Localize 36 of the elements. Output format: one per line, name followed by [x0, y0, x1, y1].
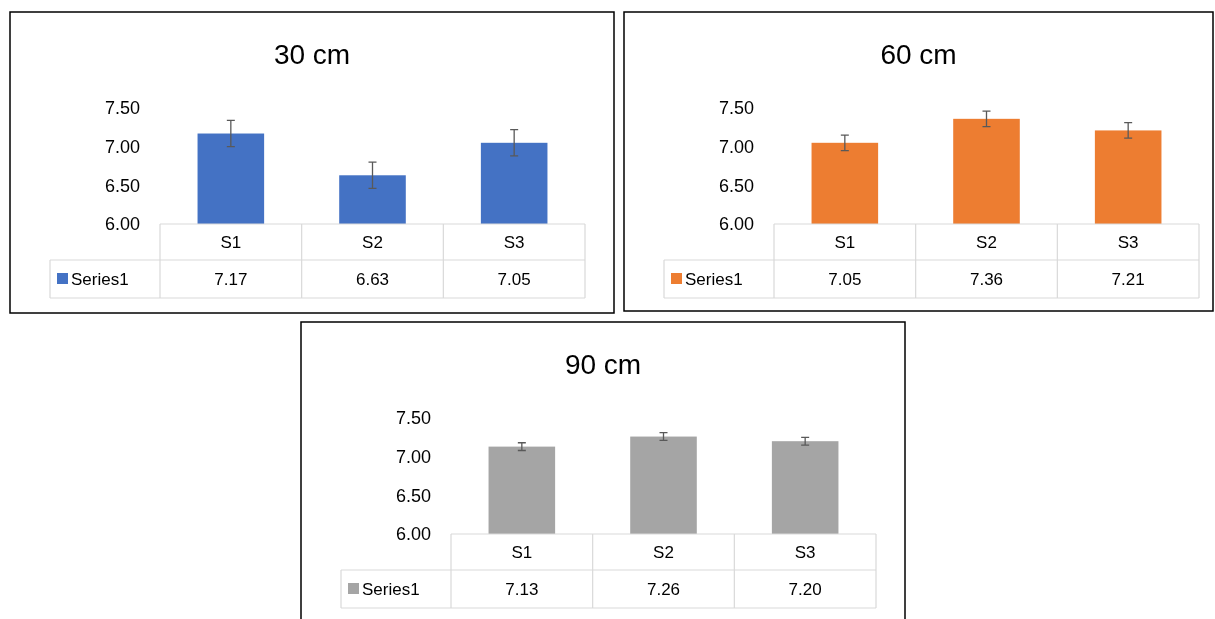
data-label: 7.05 [497, 269, 531, 289]
data-label: 7.13 [505, 579, 539, 599]
y-tick-label: 6.50 [395, 485, 431, 506]
x-tick-label: S3 [1117, 232, 1139, 252]
x-tick-label: S3 [503, 232, 525, 252]
y-tick-label: 7.50 [104, 98, 140, 119]
chart-title: 60 cm [880, 39, 957, 70]
x-tick-label: S1 [511, 542, 533, 562]
y-tick-label: 6.00 [718, 214, 754, 235]
data-label: 7.05 [828, 269, 862, 289]
chart-title: 30 cm [273, 39, 351, 70]
x-tick-label: S2 [976, 232, 997, 252]
y-tick-label: 6.00 [104, 214, 140, 235]
data-label: 7.20 [788, 579, 822, 599]
chart-title: 90 cm [564, 349, 642, 380]
y-tick-label: 6.50 [104, 175, 140, 196]
x-tick-label: S1 [220, 232, 242, 252]
y-tick-label: 6.00 [395, 524, 431, 545]
x-tick-label: S2 [362, 232, 383, 252]
data-label: 7.17 [214, 269, 248, 289]
y-tick-label: 7.50 [718, 98, 754, 119]
y-tick-label: 6.50 [718, 175, 754, 196]
x-tick-label: S2 [653, 542, 674, 562]
y-tick-label: 7.50 [395, 408, 431, 429]
data-label: 6.63 [355, 269, 390, 289]
x-tick-label: S3 [794, 542, 816, 562]
data-label: 7.26 [646, 579, 681, 599]
data-label: 7.36 [969, 269, 1004, 289]
y-tick-label: 7.00 [718, 136, 754, 157]
y-tick-label: 7.00 [104, 136, 140, 157]
y-tick-label: 7.00 [395, 446, 431, 467]
data-label: 7.21 [1111, 269, 1145, 289]
x-tick-label: S1 [834, 232, 856, 252]
legend-label: Series1 [685, 269, 743, 289]
legend-label: Series1 [71, 269, 129, 289]
legend-label: Series1 [362, 579, 420, 599]
